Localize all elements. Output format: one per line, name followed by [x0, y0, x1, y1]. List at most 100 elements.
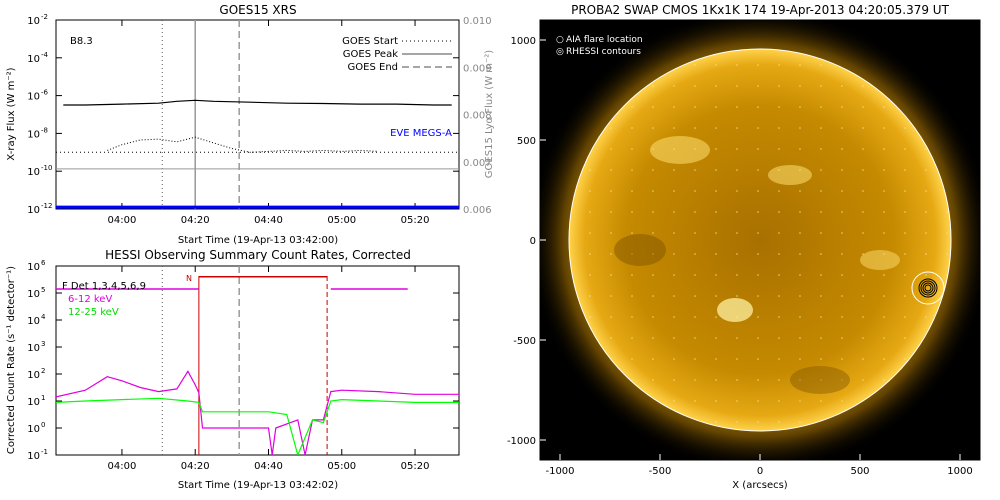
y-tick-label: 0 — [530, 236, 536, 247]
y-tick-label: -500 — [513, 336, 536, 347]
coronal-hole — [614, 234, 666, 266]
legend-goes-peak: GOES Peak — [343, 49, 398, 60]
hessi-series — [56, 276, 459, 455]
hessi-xlabel: Start Time (19-Apr-13 03:42:02) — [178, 480, 338, 491]
flare-marker — [911, 271, 945, 305]
goes-long-channel — [63, 99, 452, 106]
y-tick-label: 500 — [517, 136, 536, 147]
swap-legend: ○ AIA flare location ◎ RHESSI contours — [556, 35, 643, 57]
hessi-frame — [55, 265, 460, 456]
rhessi-contour — [920, 280, 936, 296]
y-tick-label: 10 — [27, 129, 40, 140]
legend-rhessi: RHESSI contours — [566, 47, 641, 57]
legend-goes-start: GOES Start — [342, 36, 398, 47]
y-tick-label: 10 — [27, 370, 40, 381]
goes-class-label: B8.3 — [70, 36, 93, 47]
goes-legend: GOES Start GOES Peak GOES End — [342, 36, 452, 73]
y-tick-label: 1000 — [511, 36, 536, 47]
swap-y-ticks: 1000 500 0 -500 -1000 — [507, 36, 546, 447]
active-region — [768, 165, 812, 185]
hessi-x-ticks: 04:00 04:20 04:40 05:00 05:20 — [108, 266, 430, 472]
y-tick-label: 10 — [27, 54, 40, 65]
y-tick-right-label: 0.007 — [463, 158, 492, 169]
x-tick-label: 04:40 — [254, 461, 283, 472]
y-tick-label: 10 — [27, 451, 40, 462]
y-tick-right-label: 0.006 — [463, 205, 492, 216]
y-tick-label: 10 — [27, 424, 40, 435]
legend-rhessi-symbol: ◎ — [556, 47, 564, 57]
active-region — [650, 136, 710, 164]
x-tick-label: 04:40 — [254, 215, 283, 226]
y-tick-exponent: -2 — [41, 13, 48, 21]
x-tick-label: -500 — [649, 466, 672, 477]
hessi-event-markers — [161, 266, 328, 455]
swap-title: PROBA2 SWAP CMOS 1Kx1K 174 19-Apr-2013 0… — [571, 3, 949, 17]
y-tick-label: 10 — [27, 397, 40, 408]
x-tick-label: 1000 — [947, 466, 972, 477]
y-tick-exponent: 5 — [41, 286, 45, 294]
x-tick-label: 0 — [757, 466, 763, 477]
goes-ylabel-right: GOES15 Lyα Flux (W m⁻²) — [484, 50, 495, 178]
x-tick-label: 04:00 — [108, 215, 137, 226]
swap-x-ticks: -1000 -500 0 500 1000 — [545, 454, 973, 477]
y-tick-exponent: -6 — [41, 89, 49, 97]
aia-flare-location-circle — [911, 271, 945, 305]
y-tick-exponent: 3 — [41, 340, 45, 348]
rhessi-contour — [922, 282, 934, 294]
y-tick-label: -1000 — [507, 436, 536, 447]
y-tick-label: 10 — [27, 316, 40, 327]
goes-short-channel — [107, 136, 379, 153]
y-tick-label: 10 — [27, 289, 40, 300]
y-tick-label: 10 — [27, 343, 40, 354]
heliographic-grid — [569, 49, 951, 431]
hessi-legend: F Det 1,3,4,5,6,9 6-12 keV 12-25 keV — [62, 281, 146, 318]
y-tick-exponent: -10 — [41, 164, 52, 172]
y-tick-right-label: 0.008 — [463, 111, 492, 122]
y-tick-label: 10 — [27, 167, 40, 178]
y-tick-exponent: -8 — [41, 126, 48, 134]
legend-12-25: 12-25 keV — [68, 307, 119, 318]
y-tick-right-label: 0.010 — [463, 16, 492, 27]
legend-6-12: 6-12 keV — [68, 294, 112, 305]
x-tick-label: 04:20 — [181, 461, 210, 472]
x-tick-label: 05:00 — [327, 461, 356, 472]
rhessi-contour — [918, 278, 938, 298]
goes-frame — [55, 19, 460, 210]
hessi-6-12-kev — [56, 370, 459, 455]
swap-xlabel: X (arcsecs) — [732, 480, 788, 491]
rhessi-contour — [924, 284, 932, 292]
y-tick-exponent: -4 — [41, 51, 49, 59]
y-tick-exponent: 1 — [41, 394, 45, 402]
x-tick-label: 05:20 — [401, 461, 430, 472]
hessi-ylabel: Corrected Count Rate (s⁻¹ detector⁻¹) — [6, 266, 17, 454]
goes-y-ticks-right: 0.010 0.009 0.008 0.007 0.006 — [463, 16, 492, 216]
goes-ylabel: X-ray Flux (W m⁻²) — [6, 67, 17, 160]
hessi-night-flag-label: N — [186, 274, 192, 283]
active-region — [717, 298, 753, 322]
goes-series — [56, 99, 459, 209]
coronal-hole — [790, 366, 850, 394]
solar-limb — [568, 48, 952, 432]
goes-title: GOES15 XRS — [219, 3, 296, 17]
x-tick-label: 04:00 — [108, 461, 137, 472]
x-tick-label: 04:20 — [181, 215, 210, 226]
legend-det: F Det 1,3,4,5,6,9 — [62, 281, 146, 292]
hessi-12-25-kev — [56, 397, 459, 455]
legend-aia-symbol: ○ — [556, 35, 564, 45]
legend-goes-end: GOES End — [348, 62, 398, 73]
y-tick-label: 10 — [27, 92, 40, 103]
y-tick-label: 10 — [27, 262, 40, 273]
active-region — [860, 250, 900, 270]
swap-image-panel: PROBA2 SWAP CMOS 1Kx1K 174 19-Apr-2013 0… — [507, 3, 981, 491]
x-tick-label: 05:20 — [401, 215, 430, 226]
y-tick-exponent: 2 — [41, 367, 45, 375]
eve-megs-label: EVE MEGS-A — [390, 128, 452, 139]
y-tick-label: 10 — [27, 205, 40, 216]
goes-xlabel: Start Time (19-Apr-13 03:42:00) — [178, 235, 338, 246]
y-tick-exponent: 4 — [41, 313, 46, 321]
goes-event-markers — [161, 20, 240, 209]
hessi-title: HESSI Observing Summary Count Rates, Cor… — [105, 248, 411, 262]
